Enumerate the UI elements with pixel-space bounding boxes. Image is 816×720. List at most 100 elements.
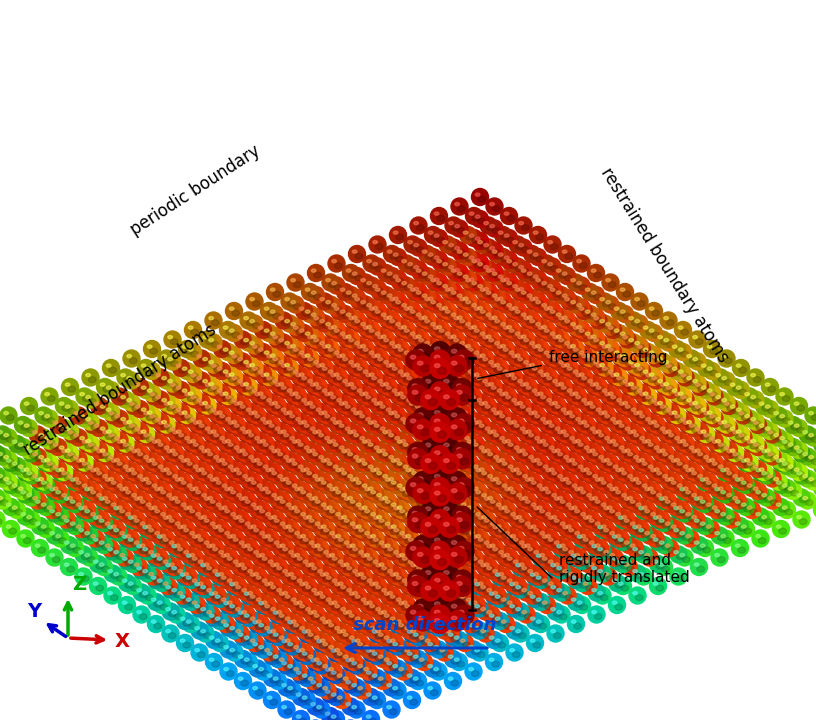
Circle shape [154,461,171,477]
Ellipse shape [305,288,310,291]
Ellipse shape [171,361,178,366]
Ellipse shape [394,572,398,576]
Ellipse shape [251,595,255,598]
Ellipse shape [356,551,363,557]
Circle shape [211,634,228,652]
Circle shape [473,394,490,411]
Ellipse shape [439,284,447,291]
Circle shape [362,413,379,430]
Ellipse shape [398,282,406,287]
Ellipse shape [405,284,412,291]
Ellipse shape [707,525,711,528]
Ellipse shape [348,662,356,667]
Circle shape [397,413,414,430]
Ellipse shape [581,534,585,538]
Ellipse shape [690,402,694,405]
Ellipse shape [765,449,770,452]
Circle shape [321,432,338,449]
Ellipse shape [566,481,574,487]
Ellipse shape [625,405,633,410]
Ellipse shape [352,386,359,392]
Ellipse shape [446,288,453,294]
Ellipse shape [179,433,184,437]
Ellipse shape [273,336,277,338]
Ellipse shape [472,605,479,611]
Ellipse shape [534,253,538,256]
Ellipse shape [188,484,192,487]
Ellipse shape [585,354,590,357]
Ellipse shape [413,357,420,363]
Ellipse shape [486,247,494,253]
Ellipse shape [437,622,446,629]
Circle shape [314,543,331,560]
Circle shape [632,498,650,516]
Ellipse shape [552,471,560,477]
Ellipse shape [431,344,436,348]
Circle shape [580,420,597,436]
Ellipse shape [607,506,612,509]
Ellipse shape [521,611,526,613]
Ellipse shape [484,541,489,544]
Ellipse shape [647,513,655,518]
Ellipse shape [60,402,64,405]
Ellipse shape [558,430,565,436]
Ellipse shape [190,554,194,557]
Ellipse shape [35,477,43,484]
Circle shape [152,369,169,386]
Ellipse shape [288,598,295,604]
Ellipse shape [437,423,446,430]
Ellipse shape [360,459,365,462]
Ellipse shape [225,487,233,493]
Circle shape [184,322,202,338]
Circle shape [691,400,708,418]
Ellipse shape [765,427,770,431]
Ellipse shape [498,620,506,626]
Ellipse shape [513,516,521,521]
Ellipse shape [701,430,706,433]
Ellipse shape [533,598,540,604]
Circle shape [143,498,159,516]
Ellipse shape [621,563,628,569]
Ellipse shape [367,579,372,582]
Ellipse shape [539,348,546,354]
Circle shape [645,461,662,477]
Ellipse shape [161,490,166,494]
Ellipse shape [140,570,147,575]
Ellipse shape [710,414,717,420]
Circle shape [595,451,612,468]
Circle shape [519,470,536,487]
Ellipse shape [322,481,329,487]
Ellipse shape [557,522,565,528]
Ellipse shape [457,582,462,585]
Ellipse shape [118,462,122,465]
Ellipse shape [304,516,308,519]
Circle shape [582,284,598,300]
Ellipse shape [243,430,251,436]
Circle shape [524,268,540,284]
Circle shape [280,451,297,468]
Ellipse shape [747,484,752,487]
Circle shape [166,400,184,418]
Ellipse shape [264,443,271,449]
Ellipse shape [482,471,490,477]
Ellipse shape [217,345,222,348]
Ellipse shape [64,474,72,481]
Ellipse shape [447,449,455,455]
Ellipse shape [753,420,761,426]
Ellipse shape [345,338,353,345]
Ellipse shape [269,446,274,449]
Circle shape [493,477,509,493]
Circle shape [148,549,165,567]
Ellipse shape [362,462,367,465]
Ellipse shape [140,478,145,481]
Ellipse shape [477,608,485,613]
Circle shape [472,530,489,547]
Circle shape [385,473,402,490]
Ellipse shape [125,560,132,566]
Ellipse shape [267,398,272,402]
Ellipse shape [794,424,799,427]
Circle shape [117,391,134,408]
Ellipse shape [481,608,486,611]
Ellipse shape [341,585,348,591]
Ellipse shape [27,516,32,518]
